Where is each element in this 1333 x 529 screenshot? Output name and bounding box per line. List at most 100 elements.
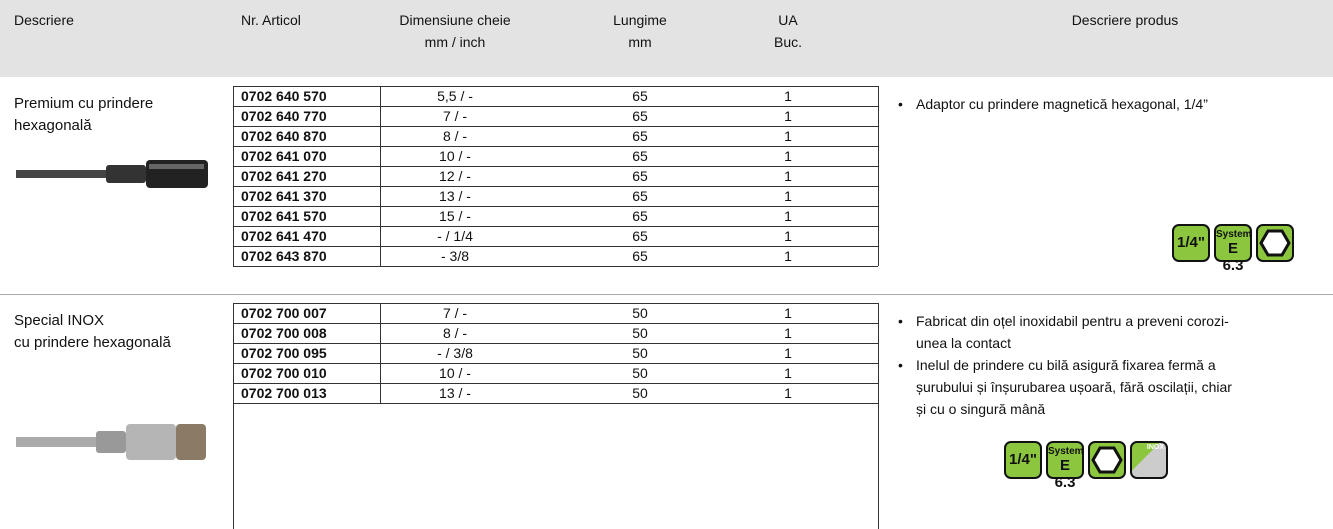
bullet-text: șurubului și înșurubarea ușoară, fără os… xyxy=(916,379,1232,395)
cell: 1 xyxy=(784,128,792,144)
product-name: Special INOX xyxy=(14,312,105,329)
bullet-text: Adaptor cu prindere magnetică hexagonal,… xyxy=(916,96,1208,112)
cell: 65 xyxy=(632,208,648,224)
cell: 1 xyxy=(784,148,792,164)
row-line xyxy=(233,206,878,207)
article-number: 0702 641 370 xyxy=(241,188,327,204)
row-line xyxy=(233,106,878,107)
cell: 65 xyxy=(632,168,648,184)
icon-system-line: E 6.3 xyxy=(1054,457,1076,491)
icon-system-line: System xyxy=(1216,229,1252,240)
cell: 1 xyxy=(784,228,792,244)
product-image xyxy=(16,424,206,460)
article-number: 0702 700 008 xyxy=(241,325,327,341)
bullet: • xyxy=(898,357,903,373)
cell: 65 xyxy=(632,88,648,104)
row-line xyxy=(233,323,878,324)
cell: 1 xyxy=(784,168,792,184)
row-line xyxy=(233,146,878,147)
cell: 7 / - xyxy=(442,108,468,124)
row-line xyxy=(233,246,878,247)
header-cell: Dimensiune cheie xyxy=(399,12,511,28)
cell: 1 xyxy=(784,325,792,341)
cell: 65 xyxy=(632,128,648,144)
article-number: 0702 643 870 xyxy=(241,248,327,264)
icon-inox-text: INOX xyxy=(1146,444,1164,451)
cell: 7 / - xyxy=(442,305,468,321)
cell: 13 / - xyxy=(439,188,471,204)
header-cell: mm / inch xyxy=(424,34,486,50)
cell: 65 xyxy=(632,148,648,164)
row-line xyxy=(233,266,878,267)
cell: 50 xyxy=(632,325,648,341)
cell: 15 / - xyxy=(439,208,471,224)
article-number: 0702 641 570 xyxy=(241,208,327,224)
article-number: 0702 641 070 xyxy=(241,148,327,164)
article-number: 0702 641 270 xyxy=(241,168,327,184)
cell: - / 1/4 xyxy=(437,228,473,244)
row-line xyxy=(233,126,878,127)
icon-system-line: System xyxy=(1048,446,1084,457)
col-line xyxy=(233,303,234,529)
cell: 10 / - xyxy=(439,148,471,164)
article-number: 0702 640 770 xyxy=(241,108,327,124)
cell: 1 xyxy=(784,385,792,401)
cell: 8 / - xyxy=(442,128,468,144)
icon-hex xyxy=(1256,224,1294,262)
col-line xyxy=(233,86,234,266)
cell: 50 xyxy=(632,385,648,401)
icon-size: 1/4" xyxy=(1172,224,1210,262)
header-cell: mm xyxy=(628,34,652,50)
cell: 1 xyxy=(784,248,792,264)
row-line xyxy=(233,303,878,304)
cell: 1 xyxy=(784,188,792,204)
bullet-text: și cu o singură mână xyxy=(916,401,1046,417)
icon-inox: INOX xyxy=(1130,441,1168,479)
row-line xyxy=(233,86,878,87)
row-line xyxy=(233,363,878,364)
article-number: 0702 640 570 xyxy=(241,88,327,104)
article-number: 0702 700 007 xyxy=(241,305,327,321)
cell: 1 xyxy=(784,88,792,104)
row-line xyxy=(233,403,878,404)
cell: 65 xyxy=(632,248,648,264)
cell: 1 xyxy=(784,365,792,381)
bullet-text: Inelul de prindere cu bilă asigură fixar… xyxy=(916,357,1216,373)
cell: 65 xyxy=(632,108,648,124)
article-number: 0702 700 095 xyxy=(241,345,327,361)
header-cell: Nr. Articol xyxy=(241,12,301,28)
col-line xyxy=(878,86,879,266)
cell: - / 3/8 xyxy=(437,345,473,361)
header-cell: UA xyxy=(778,12,798,28)
header-cell: Lungime xyxy=(613,12,667,28)
cell: 65 xyxy=(632,228,648,244)
bullet: • xyxy=(898,313,903,329)
header-cell: Descriere produs xyxy=(1071,12,1179,28)
cell: 12 / - xyxy=(439,168,471,184)
article-number: 0702 700 010 xyxy=(241,365,327,381)
icon-size: 1/4" xyxy=(1004,441,1042,479)
cell: 1 xyxy=(784,305,792,321)
col-line xyxy=(878,303,879,529)
icon-hex xyxy=(1088,441,1126,479)
row-line xyxy=(233,383,878,384)
icon-system: System E 6.3 xyxy=(1214,224,1252,274)
bullet: • xyxy=(898,96,903,112)
cell: 1 xyxy=(784,108,792,124)
icon-system-line: E 6.3 xyxy=(1222,240,1244,274)
section-separator xyxy=(0,294,1333,295)
hex-shape xyxy=(1091,446,1123,474)
product-image xyxy=(16,160,208,188)
cell: 50 xyxy=(632,305,648,321)
row-line xyxy=(233,343,878,344)
row-line xyxy=(233,166,878,167)
article-number: 0702 641 470 xyxy=(241,228,327,244)
product-name: cu prindere hexagonală xyxy=(14,334,171,351)
product-name: Premium cu prindere xyxy=(14,95,154,112)
bullet-text: unea la contact xyxy=(916,335,1011,351)
cell: 65 xyxy=(632,188,648,204)
article-number: 0702 640 870 xyxy=(241,128,327,144)
header-cell: Buc. xyxy=(773,34,802,50)
cell: - 3/8 xyxy=(440,248,469,264)
